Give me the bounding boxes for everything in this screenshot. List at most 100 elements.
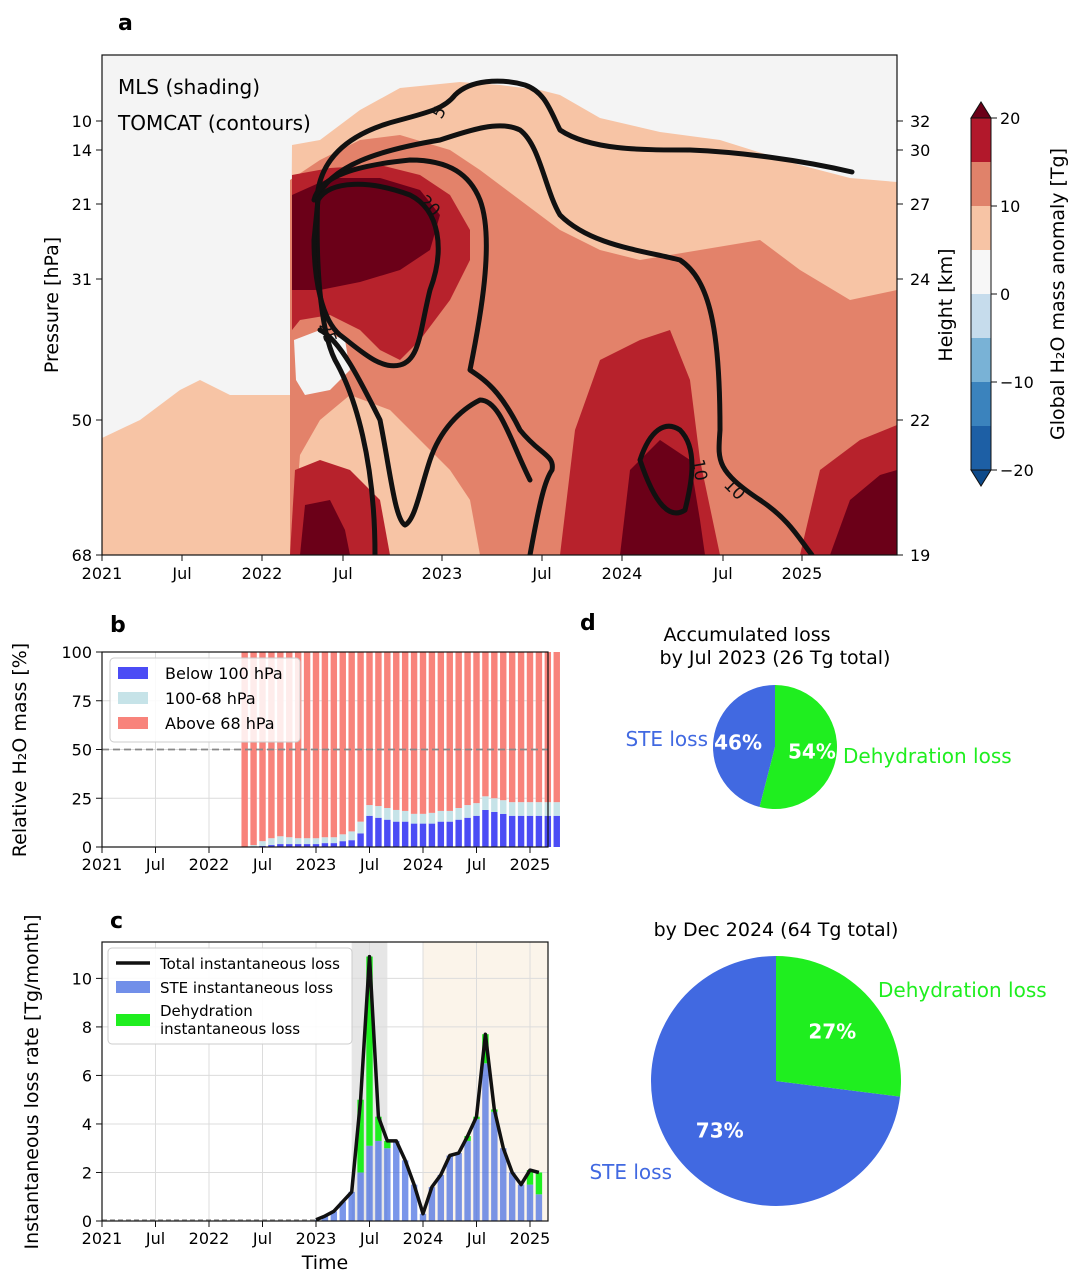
x-tick-label: Jul	[466, 1229, 486, 1248]
y-tick-right-label: 27	[910, 195, 930, 214]
y-axis-label-line1: Relative H₂O mass [%]	[9, 643, 31, 857]
bar-mid	[482, 796, 489, 810]
y-axis-left: 10 14 21 31 50 68 Pressure [hPa]	[41, 112, 102, 565]
bar-ste	[464, 1140, 471, 1221]
y-tick-label: 68	[72, 546, 92, 565]
annotation-mls: MLS (shading)	[118, 75, 260, 99]
bar-below	[268, 845, 275, 847]
y-axis-right: 32 30 27 24 22 19 Height [km]	[897, 112, 957, 565]
y-tick-right-label: 30	[910, 141, 930, 160]
legend-b: Below 100 hPa 100-68 hPa Above 68 hPa	[109, 657, 301, 743]
colorbar-tick-label: 20	[1000, 109, 1020, 128]
bar-mid	[401, 810, 409, 822]
colorbar-cell	[971, 206, 991, 250]
bar-below	[366, 815, 373, 847]
bar-above	[419, 652, 427, 814]
y-axis-label: Pressure [hPa]	[41, 237, 63, 373]
bar-ste	[366, 1145, 373, 1221]
x-tick-label: 2024	[602, 564, 643, 583]
bar-above	[339, 652, 346, 835]
bar-below	[330, 843, 338, 847]
y-axis-label: Instantaneous loss rate [Tg/month]	[21, 914, 43, 1249]
bar-dehydration	[384, 1140, 391, 1149]
legend-swatch-dehydration	[116, 1014, 150, 1026]
x-tick-label: 2021	[82, 855, 123, 874]
total-loss-line	[315, 954, 540, 1222]
bar-mid	[375, 806, 382, 818]
shade-level-20-c	[830, 470, 897, 555]
y-tick-label: 50	[72, 741, 92, 760]
legend-swatch-mid	[118, 692, 148, 704]
bar-above	[286, 652, 293, 838]
colorbar-tick-label: 0	[1000, 285, 1010, 304]
bar-ste	[491, 1111, 498, 1221]
pie-slice-label: Dehydration loss	[843, 744, 1012, 768]
bar-ste	[455, 1153, 462, 1221]
x-tick-label: 2025	[510, 1229, 551, 1248]
bar-below	[294, 844, 302, 847]
bar-ste	[410, 1184, 418, 1221]
annotation-tomcat: TOMCAT (contours)	[117, 111, 311, 135]
y-tick-right-label: 22	[910, 411, 930, 430]
legend-label: Total instantaneous loss	[159, 955, 340, 973]
bar-ste	[526, 1184, 534, 1221]
bar-mid	[286, 837, 293, 845]
bar-ste	[535, 1194, 543, 1221]
bar-below	[455, 819, 462, 847]
bar-mid	[428, 812, 436, 824]
bar-above	[303, 652, 311, 839]
bar-mid	[348, 831, 355, 841]
legend-swatch-below	[118, 667, 148, 679]
bar-ste	[339, 1201, 346, 1221]
bar-above	[268, 652, 275, 839]
bar-mid	[419, 813, 427, 824]
bar-above	[384, 652, 391, 808]
contour-label: 10	[687, 458, 710, 483]
pie-slice-dehydration	[759, 685, 837, 809]
contour-15	[311, 157, 555, 555]
pie-slice-label: STE loss	[589, 1160, 672, 1184]
colorbar-cell	[971, 162, 991, 206]
bar-above	[294, 652, 302, 839]
bar-ste	[384, 1148, 391, 1221]
bar-mid	[312, 838, 320, 845]
bar-above	[508, 652, 516, 803]
bar-below	[384, 819, 391, 847]
bar-above	[321, 652, 329, 838]
panel-a-frame	[101, 54, 898, 556]
bar-above	[277, 652, 284, 837]
x-tick-label: 2022	[242, 564, 283, 583]
x-tick-label: Jul	[145, 1229, 165, 1248]
bar-mid	[437, 810, 445, 822]
legend-label: 100-68 hPa	[165, 689, 256, 708]
x-tick-label: Jul	[359, 855, 379, 874]
bar-ste	[419, 1213, 427, 1221]
bar-above	[464, 652, 471, 806]
colorbar-cell	[971, 294, 991, 338]
bar-below	[553, 815, 560, 847]
x-axis-label: Time	[301, 1252, 349, 1274]
x-tick-label: Jul	[359, 1229, 379, 1248]
bar-mid	[339, 834, 346, 842]
pie-slice-ste	[651, 956, 901, 1207]
panel-b-letter: b	[110, 613, 126, 638]
y-tick-label: 14	[72, 141, 92, 160]
bar-mid	[508, 802, 516, 816]
pie1-title-line1: Accumulated loss	[663, 624, 830, 646]
x-tick-label: Jul	[712, 564, 732, 583]
bar-below	[348, 840, 355, 847]
x-tick-label: Jul	[252, 855, 272, 874]
bar-below	[410, 823, 418, 847]
panel-b: b 0 25 50 75 100 2021 Jul 2022 Jul 2023 Jul 2024 Ju…	[9, 613, 560, 874]
colorbar-tick-label: −20	[1000, 461, 1034, 480]
bar-ste	[375, 1140, 382, 1221]
colorbar-cell	[971, 426, 991, 470]
contours	[311, 78, 855, 555]
contour-10	[313, 123, 815, 555]
y-tick-label: 21	[72, 195, 92, 214]
bar-below	[419, 823, 427, 847]
colorbar-extend-bottom	[970, 469, 992, 487]
bar-mid	[553, 802, 560, 816]
bar-above	[259, 652, 266, 842]
